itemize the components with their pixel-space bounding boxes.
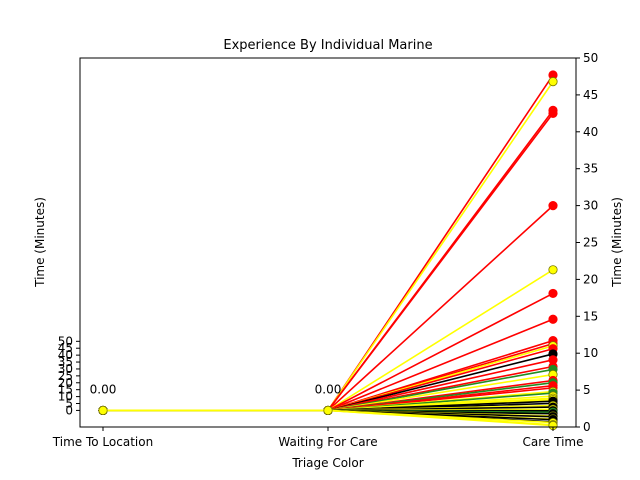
left-tick-label: 20 xyxy=(58,376,73,390)
x-axis: Time To Location Waiting For Care Care Tim… xyxy=(52,427,584,449)
right-y-axis-label: Time (Minutes) xyxy=(610,197,624,288)
right-tick-label: 50 xyxy=(583,51,598,65)
right-tick-label: 5 xyxy=(583,383,591,397)
right-tick-label: 10 xyxy=(583,346,598,360)
right-tick-label: 35 xyxy=(583,162,598,176)
x-tick-label: Time To Location xyxy=(52,435,153,449)
right-tick-label: 30 xyxy=(583,199,598,213)
left-tick-label: 40 xyxy=(58,348,73,362)
data-point xyxy=(548,288,558,299)
series-line xyxy=(103,74,554,412)
series-3 xyxy=(98,108,558,416)
data-point xyxy=(323,405,333,416)
right-tick-label: 15 xyxy=(583,309,598,323)
left-tick-label: 45 xyxy=(58,341,73,355)
left-tick-label: 10 xyxy=(58,390,73,404)
series-layer xyxy=(98,70,558,431)
left-tick-label: 0 xyxy=(65,403,73,417)
left-tick-label: 35 xyxy=(58,355,73,369)
annotation-layer: 0.00 0.00 xyxy=(90,382,342,396)
data-point xyxy=(548,108,558,118)
right-y-axis: 0 5 10 15 20 25 30 35 40 45 50 xyxy=(576,51,598,434)
x-tick-label: Care Time xyxy=(523,435,584,449)
chart-title: Experience By Individual Marine xyxy=(223,38,432,53)
data-point xyxy=(548,314,558,324)
x-tick-label: Waiting For Care xyxy=(278,435,377,449)
left-tick-label: 30 xyxy=(58,362,73,376)
right-tick-label: 20 xyxy=(583,272,598,286)
right-tick-label: 25 xyxy=(583,236,598,250)
data-label: 0.00 xyxy=(90,382,117,396)
left-y-axis-label: Time (Minutes) xyxy=(33,197,47,288)
left-tick-label: 5 xyxy=(65,397,73,411)
right-tick-label: 0 xyxy=(583,420,591,434)
left-tick-label: 25 xyxy=(58,369,73,383)
series-2 xyxy=(98,105,558,416)
right-tick-label: 45 xyxy=(583,88,598,102)
data-point xyxy=(548,77,558,87)
left-tick-label: 50 xyxy=(58,334,73,348)
data-point xyxy=(548,265,558,275)
data-point xyxy=(548,201,558,211)
left-tick-label: 15 xyxy=(58,383,73,397)
data-point xyxy=(98,405,108,416)
x-axis-label: Triage Color xyxy=(291,456,363,470)
right-tick-label: 40 xyxy=(583,125,598,139)
data-label: 0.00 xyxy=(315,382,342,396)
